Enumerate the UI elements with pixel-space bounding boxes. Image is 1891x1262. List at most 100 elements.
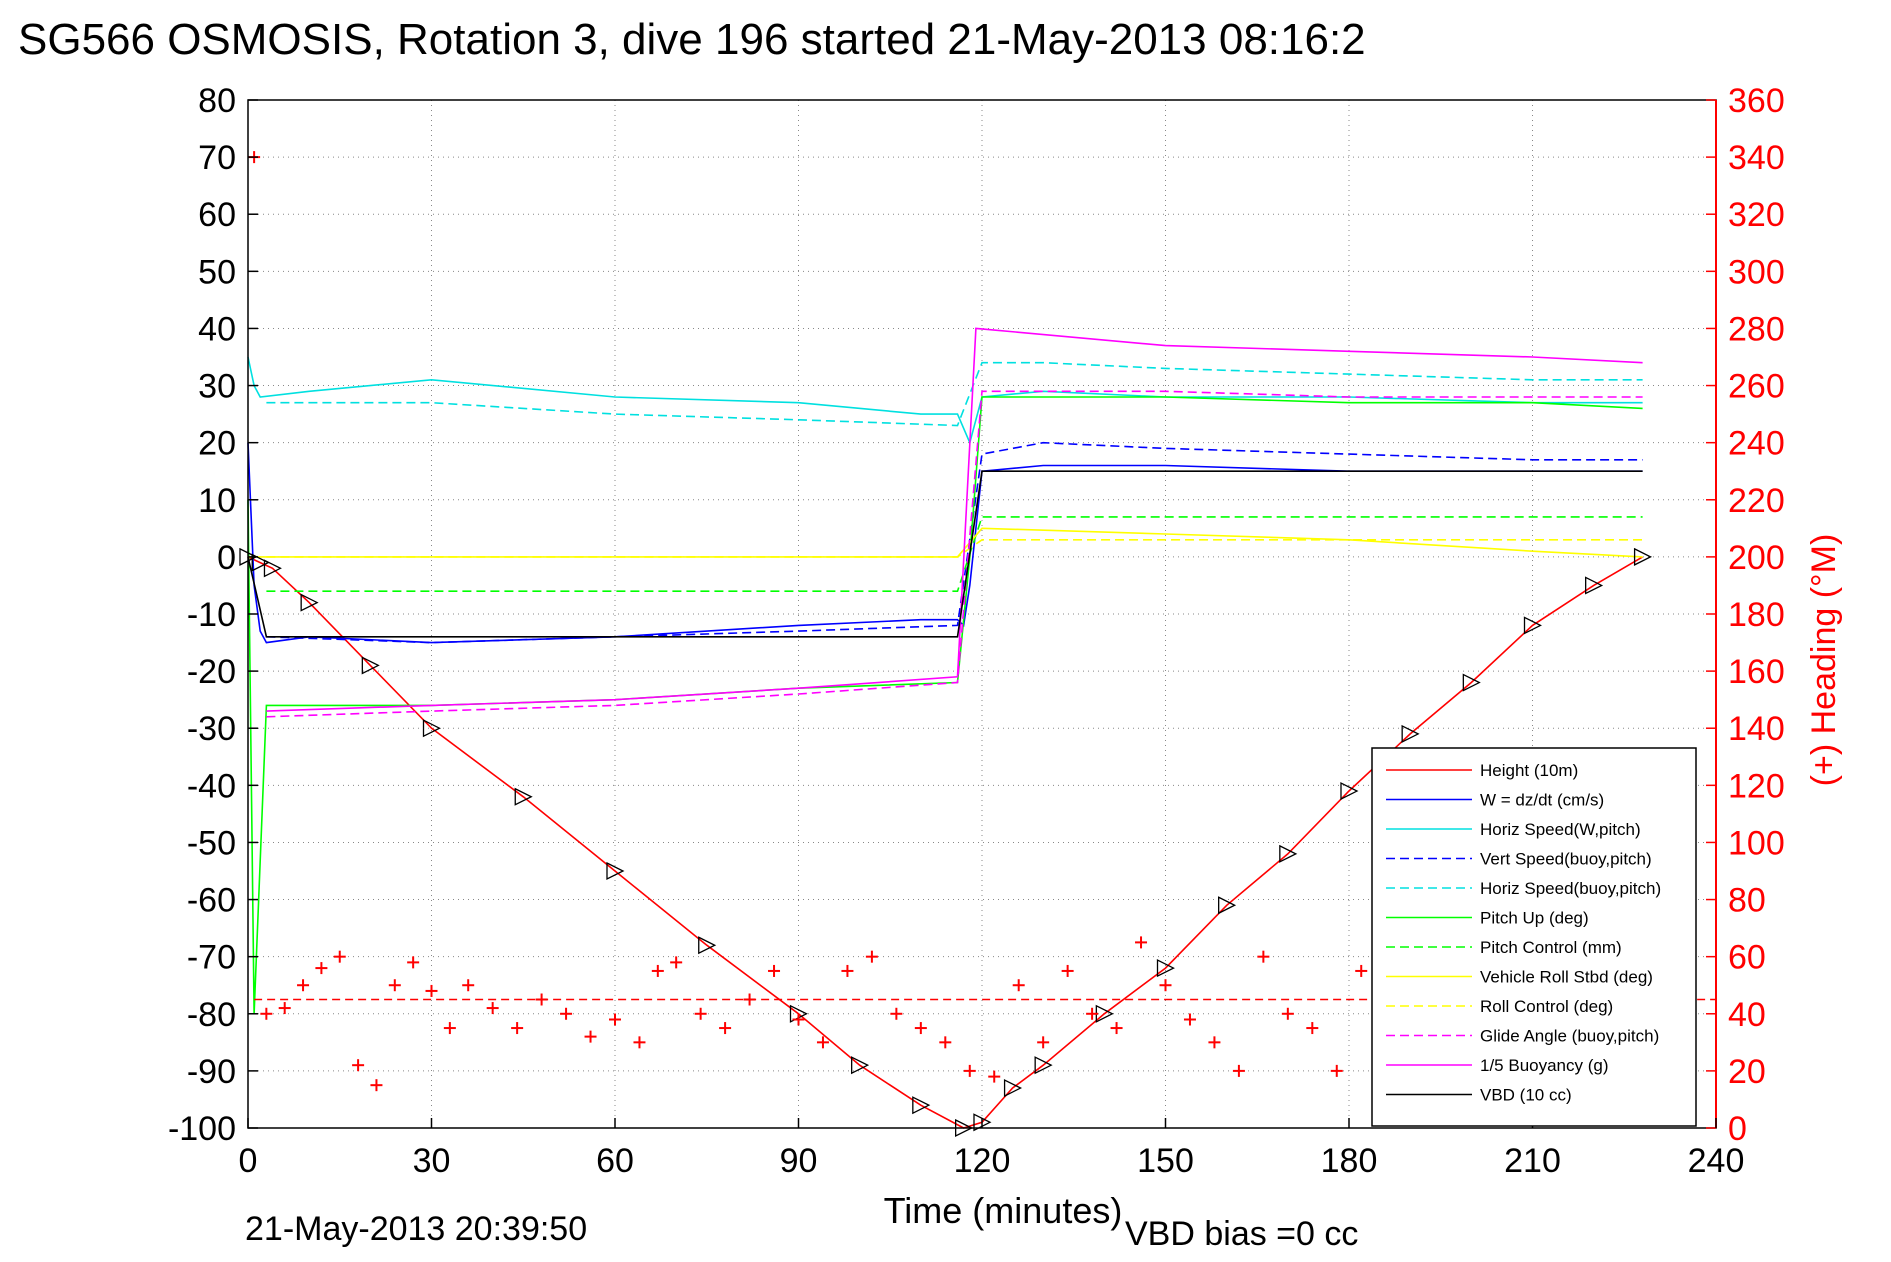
heading-point [584, 1030, 597, 1043]
right-tick-label: 200 [1728, 539, 1785, 577]
height-marker [1034, 1056, 1053, 1075]
left-tick-label: 40 [198, 310, 236, 348]
series-line [266, 538, 1643, 558]
left-tick-label: 20 [198, 425, 236, 463]
heading-point [1208, 1036, 1221, 1049]
heading-point [768, 964, 781, 977]
chart-title: SG566 OSMOSIS, Rotation 3, dive 196 star… [18, 15, 1366, 64]
height-marker [263, 559, 282, 578]
left-tick-label: 60 [198, 196, 236, 234]
heading-point [963, 1064, 976, 1077]
series-line [248, 527, 1643, 558]
x-tick-label: 150 [1137, 1142, 1194, 1180]
right-tick-label: 120 [1728, 767, 1785, 805]
series-line [266, 441, 1643, 644]
height-marker [422, 719, 441, 738]
heading-point [890, 1007, 903, 1020]
legend-label: VBD (10 cc) [1480, 1086, 1572, 1105]
height-marker [1401, 724, 1420, 743]
left-tick-label: -50 [187, 824, 236, 862]
height-marker [912, 1096, 931, 1115]
legend-label: Glide Angle (buoy,pitch) [1480, 1027, 1659, 1046]
left-tick-label: 30 [198, 368, 236, 406]
right-tick-label: 320 [1728, 196, 1785, 234]
heading-point [560, 1007, 573, 1020]
heading-point [865, 950, 878, 963]
left-tick-label: -60 [187, 882, 236, 920]
right-tick-label: 360 [1728, 82, 1785, 120]
heading-point [841, 964, 854, 977]
legend-box [1371, 747, 1697, 1127]
heading-point [278, 1002, 291, 1015]
heading-point [1330, 1064, 1343, 1077]
left-tick-label: -70 [187, 939, 236, 977]
heading-point [462, 979, 475, 992]
right-tick-label: 260 [1728, 368, 1785, 406]
height-marker [514, 787, 533, 806]
right-tick-label: 80 [1728, 882, 1766, 920]
right-tick-label: 140 [1728, 710, 1785, 748]
right-tick-label: 100 [1728, 824, 1785, 862]
heading-point [1183, 1013, 1196, 1026]
left-tick-label: -40 [187, 767, 236, 805]
x-tick-label: 180 [1321, 1142, 1378, 1180]
heading-point [694, 1007, 707, 1020]
legend-label: Pitch Control (mm) [1480, 938, 1622, 957]
heading-point [914, 1022, 927, 1035]
left-tick-label: -80 [187, 996, 236, 1034]
heading-point [297, 979, 310, 992]
heading-point [388, 979, 401, 992]
right-tick-label: 300 [1728, 253, 1785, 291]
series-line [247, 470, 1643, 638]
height-marker [1279, 844, 1298, 863]
left-tick-label: -100 [168, 1110, 236, 1148]
height-marker [1633, 547, 1653, 566]
heading-point [333, 950, 346, 963]
heading-point [1306, 1022, 1319, 1035]
heading-point [1232, 1064, 1245, 1077]
right-axis-label: (+) Heading (°M) [1805, 534, 1843, 787]
heading-point [1159, 979, 1172, 992]
heading-point [939, 1036, 952, 1049]
series-line [247, 356, 1643, 446]
series-line [247, 396, 1643, 1014]
x-tick-label: 90 [780, 1142, 818, 1180]
heading-point [792, 1013, 805, 1026]
right-tick-label: 280 [1728, 310, 1785, 348]
x-tick-label: 0 [239, 1142, 258, 1180]
height-marker [1218, 896, 1237, 915]
vbd-bias-note: VBD bias =0 cc [1125, 1215, 1358, 1253]
heading-point [719, 1022, 732, 1035]
heading-point [651, 964, 664, 977]
right-tick-label: 240 [1728, 425, 1785, 463]
right-tick-label: 40 [1728, 996, 1766, 1034]
heading-point [609, 1013, 621, 1026]
legend-label: 1/5 Buoyancy (g) [1480, 1056, 1609, 1075]
legend-label: Vehicle Roll Stbd (deg) [1480, 968, 1653, 987]
series-line [266, 327, 1643, 712]
series-layer [239, 327, 1653, 1138]
series-line [266, 516, 1643, 593]
height-marker [606, 861, 625, 881]
legend-label: Height (10m) [1480, 761, 1578, 780]
right-tick-label: 160 [1728, 653, 1785, 691]
height-marker [251, 553, 270, 572]
heading-point [352, 1059, 365, 1072]
heading-point [988, 1070, 1001, 1083]
heading-point [443, 1022, 456, 1035]
heading-point [1355, 964, 1368, 977]
left-tick-label: 50 [198, 253, 236, 291]
heading-point [1012, 979, 1025, 992]
height-marker [1523, 616, 1542, 635]
heading-point [1257, 950, 1270, 963]
height-marker [1340, 781, 1359, 801]
height-marker [698, 936, 717, 955]
x-tick-label: 60 [596, 1142, 634, 1180]
legend-label: Horiz Speed(W,pitch) [1480, 820, 1641, 839]
heading-point [1086, 1007, 1099, 1020]
x-tick-label: 240 [1688, 1142, 1745, 1180]
heading-point [315, 962, 328, 975]
legend-label: W = dz/dt (cm/s) [1480, 791, 1604, 810]
right-tick-label: 220 [1728, 482, 1785, 520]
